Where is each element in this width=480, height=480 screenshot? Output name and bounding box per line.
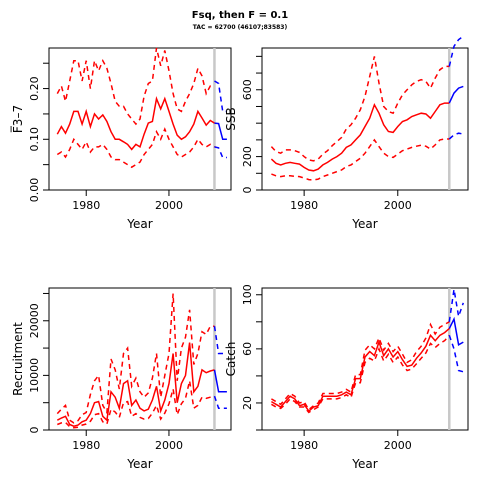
x-tick-label: 1980 <box>72 199 100 212</box>
x-tick-label: 2000 <box>384 439 412 452</box>
projection-estimate-line <box>213 369 227 393</box>
plot-frame <box>48 287 232 431</box>
y-tick-label: 100 <box>241 284 254 305</box>
series-lower-line <box>57 380 215 429</box>
x-tick-label: 2000 <box>155 439 183 452</box>
x-tick-label: 1980 <box>72 439 100 452</box>
y-tick-label: 10000 <box>28 358 41 393</box>
projection-upper-line <box>448 35 464 67</box>
y-tick-label: 200 <box>241 146 254 167</box>
y-tick-label: 60 <box>241 342 254 356</box>
projection-upper-line <box>213 326 227 355</box>
series-upper-line <box>56 293 215 424</box>
chart-ssb: 1980 2000 0 200 600 Year SSB <box>224 35 469 231</box>
y-tick-label: 20000 <box>28 303 41 338</box>
x-axis-label: Year <box>351 457 377 471</box>
projection-lower-line <box>214 146 227 159</box>
plot-frame <box>261 47 469 191</box>
y-axis-label: Recruitment <box>11 322 25 396</box>
chart-catch: 1980 2000 20 60 100 Year Catch <box>224 284 469 471</box>
y-axis-label: Catch <box>224 342 238 377</box>
series-estimate-line <box>270 102 450 172</box>
series-lower-line <box>271 138 450 181</box>
projection-lower-line <box>448 132 464 140</box>
projection-lower-line <box>213 395 227 409</box>
projection-lower-line <box>448 335 464 373</box>
y-axis-label: SSB <box>224 107 238 130</box>
projection-estimate-line <box>214 122 227 141</box>
y-tick-label: 600 <box>241 79 254 100</box>
series-lower-line <box>271 334 450 414</box>
x-tick-label: 2000 <box>155 199 183 212</box>
x-tick-label: 2000 <box>384 199 412 212</box>
y-axis-label: F̅3–7 <box>10 105 25 133</box>
series-lower-line <box>56 127 215 169</box>
y-tick-label: 0 <box>241 187 254 194</box>
plot-frame <box>48 47 232 191</box>
series-estimate-line <box>56 342 215 427</box>
series-estimate-line <box>271 328 450 413</box>
x-axis-label: Year <box>351 217 377 231</box>
y-tick-label: 0.10 <box>28 127 41 152</box>
y-tick-label: 0.00 <box>28 178 41 203</box>
plot-frame <box>261 287 469 431</box>
projection-estimate-line <box>448 85 464 104</box>
y-tick-label: 20 <box>241 396 254 410</box>
x-axis-label: Year <box>126 457 152 471</box>
projection-estimate-line <box>448 316 464 346</box>
series-upper-line <box>271 321 450 411</box>
series-upper-line <box>270 56 450 162</box>
figure-subtitle: TAC = 62700 (46107;83583) <box>192 24 288 31</box>
projection-upper-line <box>448 289 465 322</box>
x-tick-label: 1980 <box>290 439 318 452</box>
series-estimate-line <box>56 96 215 151</box>
x-axis-label: Year <box>126 217 152 231</box>
figure-title: Fsq, then F = 0.1 <box>191 10 289 21</box>
x-tick-label: 1980 <box>290 199 318 212</box>
series-upper-line <box>56 47 215 126</box>
chart-fbar: 1980 2000 0.00 0.10 0.20 Year F̅3–7 <box>10 47 232 231</box>
projection-upper-line <box>214 80 227 113</box>
y-tick-label: 0 <box>28 427 41 434</box>
y-tick-label: 0.20 <box>28 76 41 101</box>
